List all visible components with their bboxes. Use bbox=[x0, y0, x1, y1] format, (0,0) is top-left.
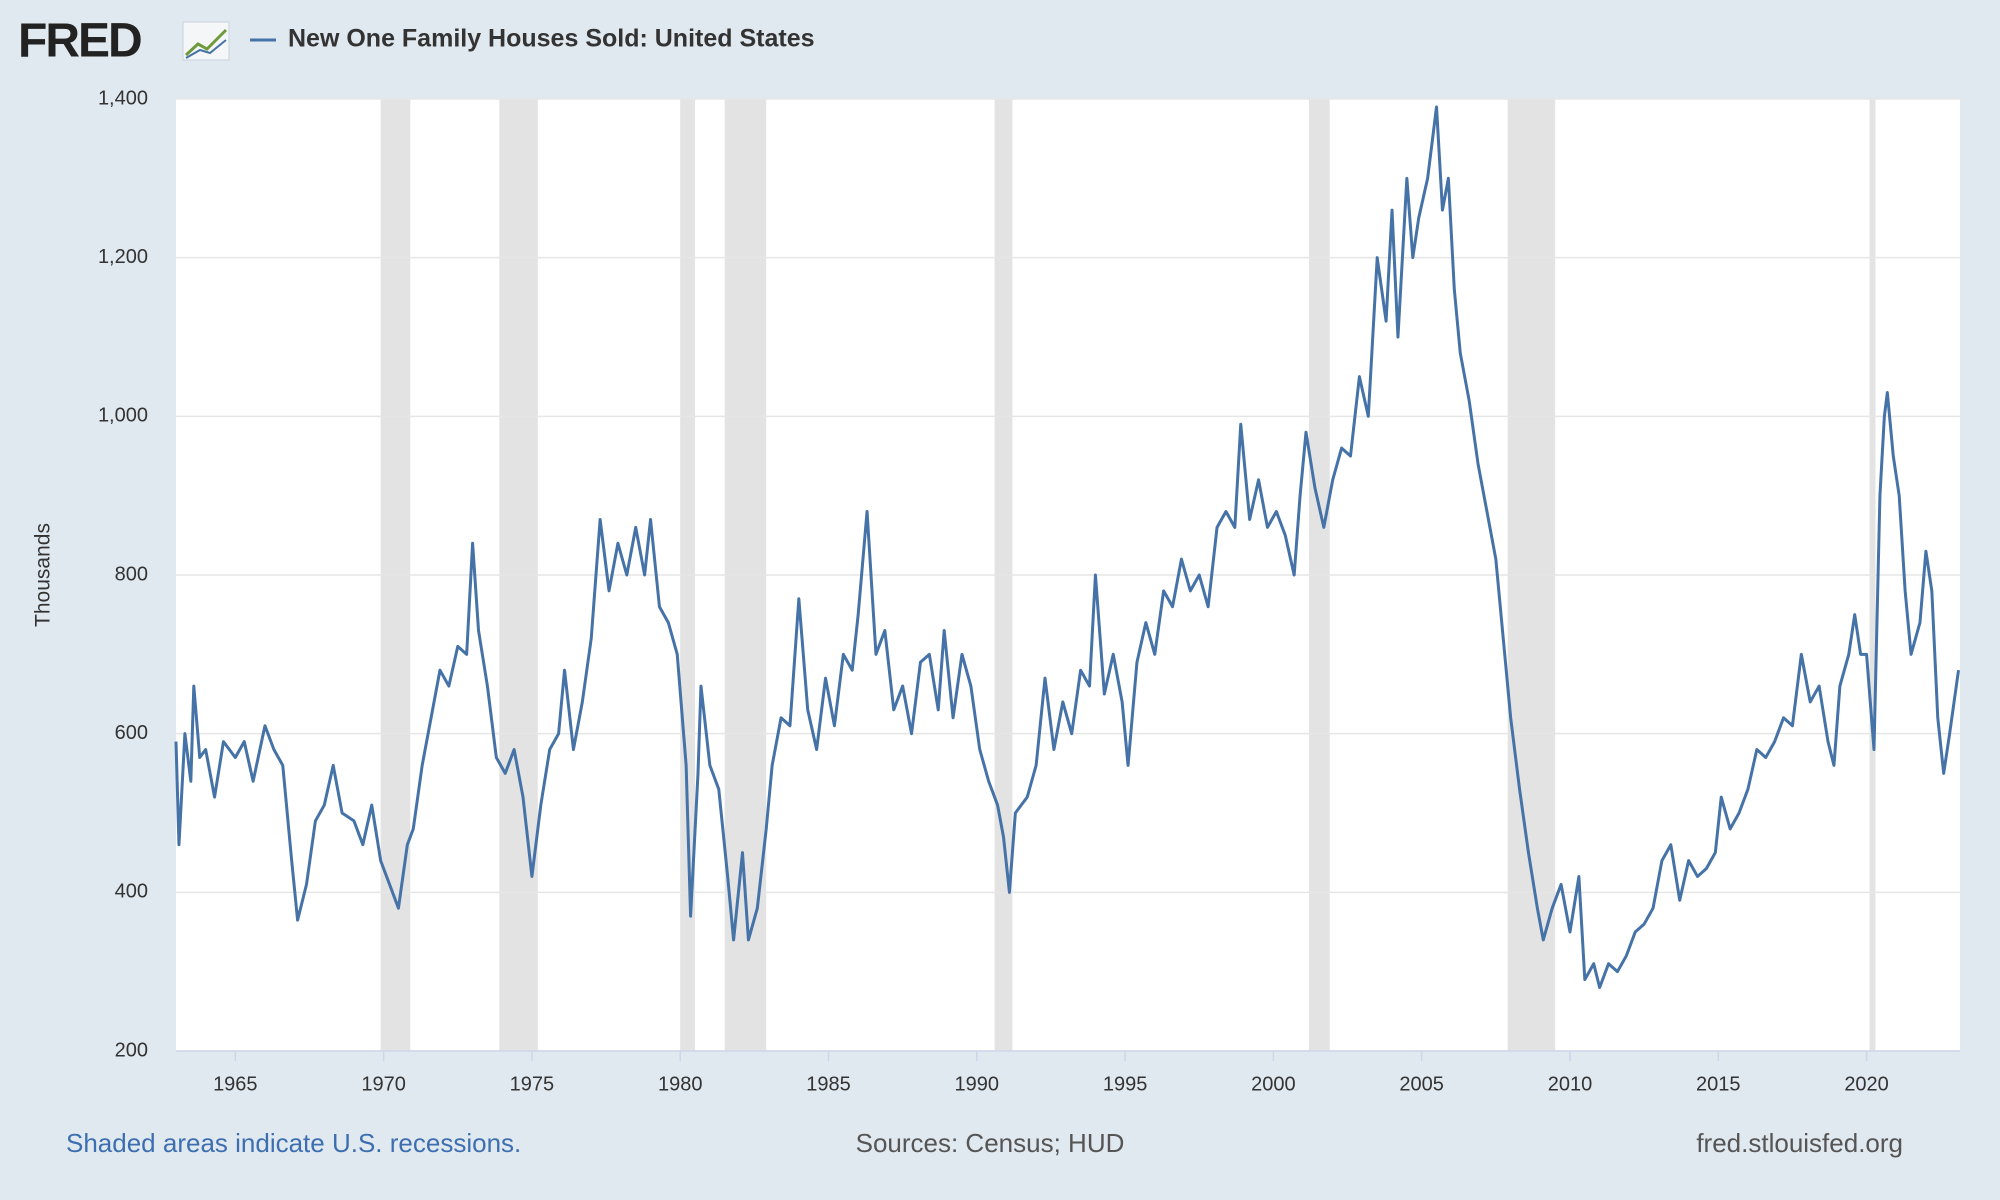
x-tick-label: 2005 bbox=[1399, 1073, 1444, 1095]
y-tick-label: 1,000 bbox=[98, 405, 148, 427]
x-tick-label: 2020 bbox=[1844, 1073, 1889, 1095]
x-tick-label: 2000 bbox=[1251, 1073, 1296, 1095]
x-tick-label: 2015 bbox=[1696, 1073, 1741, 1095]
y-tick-label: 800 bbox=[115, 563, 148, 585]
y-tick-label: 1,400 bbox=[98, 87, 148, 109]
series bbox=[174, 105, 1961, 990]
x-tick-label: 1990 bbox=[955, 1073, 1000, 1095]
grid: 200 400 600 800 1,000 1,200 1,400 1965 1970 1975 1… bbox=[98, 87, 1960, 1095]
recession-note[interactable]: Shaded areas indicate U.S. recessions. bbox=[66, 1128, 521, 1158]
line bbox=[174, 105, 1961, 990]
logo[interactable]: FRED bbox=[18, 15, 143, 68]
sources: Sources: Census; HUD bbox=[856, 1128, 1125, 1158]
logo-icon bbox=[182, 21, 230, 61]
x-tick-label: 1965 bbox=[213, 1073, 258, 1095]
y-axis-label: Thousands bbox=[32, 523, 55, 627]
x-tick-label: 1975 bbox=[510, 1073, 555, 1095]
site[interactable]: fred.stlouisfed.org bbox=[1696, 1128, 1903, 1158]
x-tick-label: 1995 bbox=[1103, 1073, 1148, 1095]
x-tick-label: 1970 bbox=[361, 1073, 406, 1095]
x-tick-label: 1980 bbox=[658, 1073, 703, 1095]
y-tick-label: 1,200 bbox=[98, 246, 148, 268]
x-tick-label: 2010 bbox=[1548, 1073, 1593, 1095]
y-tick-label: 200 bbox=[115, 1039, 148, 1061]
legend-label: New One Family Houses Sold: United State… bbox=[288, 25, 815, 53]
y-tick-label: 400 bbox=[115, 881, 148, 903]
y-tick-label: 600 bbox=[115, 722, 148, 744]
x-tick-label: 1985 bbox=[806, 1073, 851, 1095]
